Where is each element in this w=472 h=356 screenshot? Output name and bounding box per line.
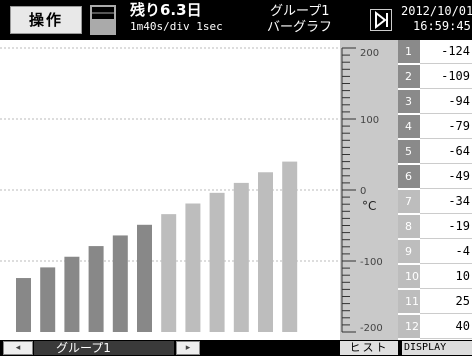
tick-label: -200 — [360, 323, 383, 334]
channel-separator — [420, 188, 472, 189]
channel-row: 7 -34 — [398, 190, 472, 214]
display-switch-icon[interactable] — [370, 9, 392, 31]
channel-number: 12 — [398, 315, 420, 338]
channel-number: 9 — [398, 240, 420, 263]
header-bar: 操作 残り6.3日 1m40s/div 1sec グループ1 バーグラフ 201… — [0, 0, 472, 40]
bar-ch-5 — [112, 235, 128, 332]
bar-ch-10 — [233, 182, 249, 332]
channel-number: 8 — [398, 215, 420, 238]
bar-ch-11 — [258, 172, 273, 332]
channel-row: 3 -94 — [398, 90, 472, 114]
tick-label: -100 — [360, 257, 383, 268]
history-button[interactable]: ヒスト — [340, 341, 398, 355]
channel-separator — [420, 113, 472, 114]
channel-value: -124 — [441, 44, 470, 58]
channel-separator — [420, 163, 472, 164]
bar-chart: 200 100 0 -100 -200 °C — [0, 47, 383, 334]
channel-row: 4 -79 — [398, 115, 472, 139]
channel-row: 11 25 — [398, 290, 472, 314]
channel-number: 5 — [398, 140, 420, 163]
channel-number: 2 — [398, 65, 420, 88]
channel-value: -109 — [441, 69, 470, 83]
bar-graph-area: 200 100 0 -100 -200 °C — [0, 40, 398, 340]
channel-separator — [420, 63, 472, 64]
channel-number: 7 — [398, 190, 420, 213]
memory-remaining: 残り6.3日 — [130, 1, 202, 19]
channel-row: 5 -64 — [398, 140, 472, 164]
channel-number: 1 — [398, 40, 420, 63]
channel-value-panel: 1 -124 2 -109 3 -94 4 -79 5 -64 6 -49 7 -34 8 -19 9 -4 10 1… — [398, 40, 472, 340]
bar-ch-6 — [137, 224, 152, 332]
channel-value: -64 — [448, 144, 470, 158]
bar-ch-7 — [161, 214, 177, 332]
tick-label: 0 — [360, 186, 366, 197]
channel-value: 40 — [455, 319, 470, 333]
channel-separator — [420, 338, 472, 339]
channel-separator — [420, 213, 472, 214]
channel-row: 10 10 — [398, 265, 472, 289]
channel-separator — [420, 288, 472, 289]
date: 2012/10/01 — [401, 4, 472, 18]
group-name: グループ1 — [270, 4, 330, 19]
bar-ch-2 — [40, 267, 56, 332]
channel-number: 4 — [398, 115, 420, 138]
channel-value: -4 — [455, 244, 470, 258]
channel-row: 2 -109 — [398, 65, 472, 89]
channel-row: 6 -49 — [398, 165, 472, 189]
channel-number: 6 — [398, 165, 420, 188]
group-selector[interactable]: グループ1 — [34, 341, 174, 355]
bar-ch-12 — [282, 161, 298, 332]
bar-ch-8 — [185, 203, 201, 332]
channel-value: -94 — [448, 94, 470, 108]
group-prev-button[interactable]: ◂ — [3, 341, 33, 355]
channel-separator — [420, 238, 472, 239]
channel-row: 9 -4 — [398, 240, 472, 264]
bar-ch-4 — [88, 246, 104, 332]
channel-number: 10 — [398, 265, 420, 288]
channel-row: 8 -19 — [398, 215, 472, 239]
display-button[interactable]: DISPLAY — [402, 341, 472, 355]
channel-value: -49 — [448, 169, 470, 183]
tick-label: 200 — [360, 48, 379, 59]
channel-separator — [420, 138, 472, 139]
bar-ch-3 — [64, 256, 80, 332]
channel-value: -19 — [448, 219, 470, 233]
footer-bar: ◂ グループ1 ▸ ヒスト DISPLAY — [0, 340, 472, 356]
channel-row: 12 40 — [398, 315, 472, 339]
group-next-button[interactable]: ▸ — [176, 341, 200, 355]
unit-label: °C — [362, 199, 376, 213]
operation-button[interactable]: 操作 — [10, 6, 82, 34]
time: 16:59:45 — [413, 19, 471, 33]
display-mode: バーグラフ — [267, 20, 333, 35]
channel-value: 25 — [455, 294, 470, 308]
time-div-setting: 1m40s/div 1sec — [130, 20, 223, 33]
memory-icon — [90, 5, 116, 35]
bar-ch-1 — [16, 278, 31, 332]
channel-value: -34 — [448, 194, 470, 208]
channel-separator — [420, 313, 472, 314]
channel-number: 3 — [398, 90, 420, 113]
channel-value: -79 — [448, 119, 470, 133]
bar-ch-9 — [209, 192, 225, 332]
channel-separator — [420, 88, 472, 89]
channel-value: 10 — [455, 269, 470, 283]
channel-row: 1 -124 — [398, 40, 472, 64]
channel-separator — [420, 263, 472, 264]
channel-number: 11 — [398, 290, 420, 313]
tick-label: 100 — [360, 115, 379, 126]
